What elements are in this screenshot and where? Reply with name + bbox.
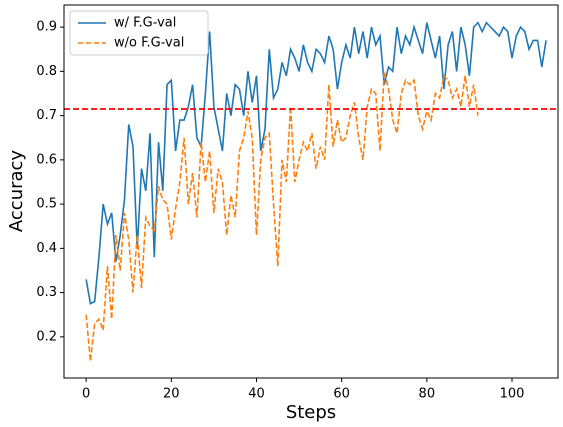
legend-label: w/o F.G-val: [114, 36, 184, 51]
x-tick-label: 0: [82, 387, 90, 402]
y-tick-label: 0.6: [36, 152, 57, 167]
x-tick-label: 40: [248, 387, 265, 402]
series-line: [85, 71, 479, 362]
plot-frame: [63, 4, 559, 379]
x-axis-label: Steps: [286, 402, 336, 423]
x-tick-label: 60: [333, 387, 350, 402]
y-tick-label: 0.8: [36, 64, 57, 79]
x-tick-label: 100: [500, 387, 525, 402]
y-tick-label: 0.7: [36, 108, 57, 123]
y-tick-label: 0.4: [36, 241, 57, 256]
y-tick-label: 0.5: [36, 197, 57, 212]
y-tick-label: 0.3: [36, 285, 57, 300]
legend-box: [69, 10, 209, 56]
x-tick-label: 20: [163, 387, 180, 402]
y-axis-label: Accuracy: [6, 150, 27, 233]
series-line: [85, 21, 547, 305]
y-tick-label: 0.9: [36, 20, 57, 35]
y-tick-label: 0.2: [36, 329, 57, 344]
legend-label: w/ F.G-val: [114, 16, 176, 31]
x-tick-label: 80: [419, 387, 436, 402]
